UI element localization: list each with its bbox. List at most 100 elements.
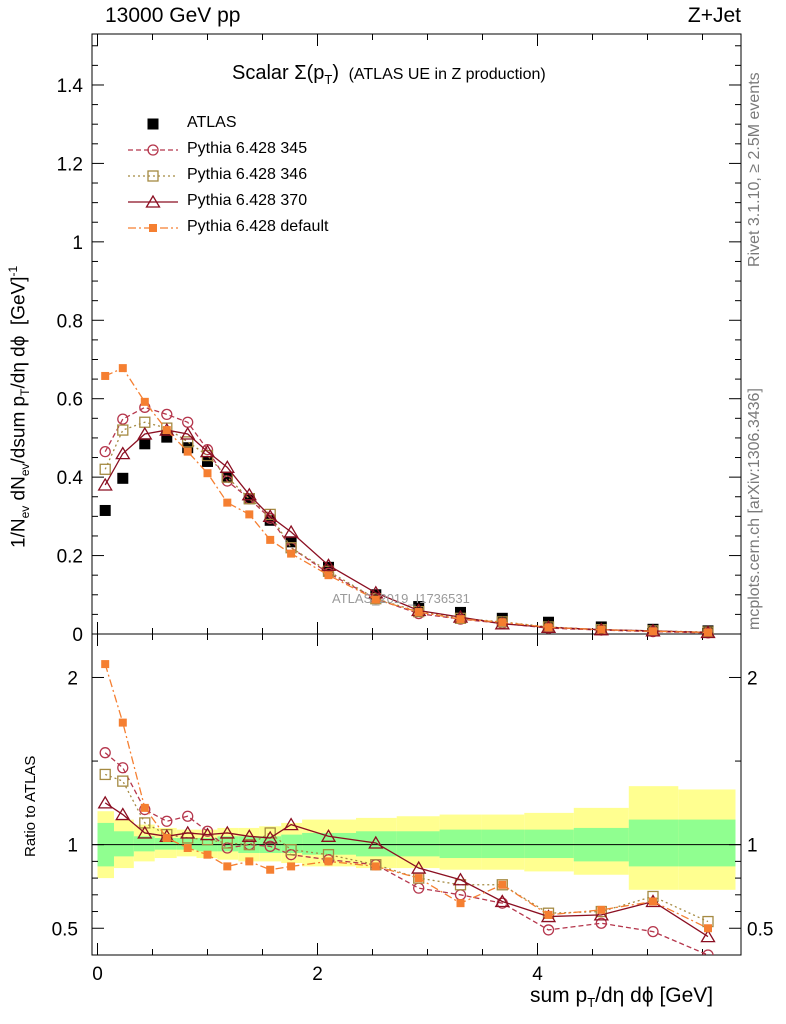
x-tick-label: 4 [532,964,543,985]
ratio-pythia-6-428-345-point [161,815,173,827]
ratio-pythia-6-428-default-point [704,924,712,933]
x-title-sub-t: T [587,995,596,1011]
ratio-band-green [678,819,736,867]
ratio-pythia-6-428-default-point [371,862,380,871]
main-pythia-6-428-370-point [320,558,337,572]
main-pythia-6-428-370-point [283,524,299,538]
legend-symbol [128,170,178,182]
ratio-pythia-6-428-default-point [183,844,192,852]
ratio-pythia-6-428-370-point [368,835,384,849]
ratio-y-tick-label: 0.5 [52,919,78,940]
ratio-pythia-6-428-default-point [456,899,465,908]
title-rest: (ATLAS UE in Z production) [348,66,546,83]
ratio-frame-border [91,633,742,956]
main-pythia-6-428-370-point [115,446,131,460]
main-pythia-6-428-default-point [203,469,212,478]
main-pythia-6-428-default-point [704,628,712,637]
ratio-pythia-6-428-default-point [597,905,606,914]
main-pythia-6-428-default-point [266,535,275,544]
ratio-band-green [114,831,134,857]
y-title-sub-ev: ev [18,505,33,519]
main-atlas-point [455,606,466,618]
main-pythia-6-428-default-point [183,447,192,456]
ratio-pythia-6-428-default-point [223,862,232,871]
ratio-pythia-6-428-370-point [115,807,131,821]
process-label: Z+Jet [687,4,741,27]
main-pythia-6-428-default-point [245,510,254,519]
main-y-tick-label: 0.2 [57,547,83,568]
ratio-y-tick-label: 2 [67,668,78,689]
ratio-pythia-6-428-346-point [243,839,255,851]
legend-label-370: Pythia 6.428 370 [187,192,308,209]
ratio-band-green [396,831,440,857]
ratio-pythia-6-428-default-point [324,857,333,866]
ratio-pythia-6-428-370-point [411,860,427,874]
legend-label-atlas: ATLAS [187,114,237,131]
main-y-tick-label: 0.6 [57,390,83,411]
ratio-band-green [439,829,482,859]
ratio-pythia-6-428-345-point [702,949,714,955]
title-sigma: Σ(p [294,62,325,84]
legend-symbol [128,194,178,208]
legend-marker [145,194,161,208]
legend-marker [147,170,159,182]
analysis-watermark: ATLAS_2019_I1736531 [332,591,470,606]
main-pythia-6-428-default-point [223,498,232,507]
title-scalar: Scalar [232,62,295,84]
ratio-pythia-6-428-370-point [593,907,609,921]
main-y-tick-label: 0 [72,625,83,646]
ratio-y-tick-label: 1 [67,836,78,857]
main-pythia-6-428-346-point [370,593,382,605]
title-sub-t: T [324,72,333,87]
ratio-pythia-6-428-default-group [101,660,712,933]
ratio-y-tick-label-right: 0.5 [747,919,773,940]
ratio-pythia-6-428-345-point [542,924,555,936]
legend-label-345: Pythia 6.428 345 [187,140,308,157]
main-atlas-point [139,438,151,450]
legend-marker [149,224,157,232]
main-pythia-6-428-346-point [99,463,111,475]
ratio-pythia-6-428-370-point [241,829,257,842]
y-title-exp: -1 [6,265,20,277]
main-atlas-point [264,514,276,526]
ratio-pythia-6-428-default-point [245,857,254,866]
ratio-pythia-6-428-default-point [203,850,212,859]
y-title-sub-t: T [18,388,33,396]
ratio-pythia-6-428-default-point [414,874,423,883]
ratio-pythia-6-428-370-point [494,894,510,908]
main-pythia-6-428-default-point [118,364,127,373]
main-atlas-point [323,561,334,573]
main-pythia-6-428-default-point [544,623,553,632]
ratio-pythia-6-428-370-point [97,795,113,809]
main-pythia-6-428-370-point [241,487,257,501]
x-title-prefix: sum p [530,984,588,1007]
main-y-tick-label: 0.4 [57,468,84,489]
y-title-end: /dη dϕ [GeV] [8,276,30,389]
main-atlas-point [243,493,255,505]
chart-title: Scalar Σ(pT) (ATLAS UE in Z production) [232,62,546,87]
legend-label-346: Pythia 6.428 346 [187,166,308,183]
legend-symbol [128,144,178,156]
ratio-pythia-6-428-370-point [137,825,153,839]
mcplots-label: mcplots.cern.ch [arXiv:1306.3436] [746,388,763,630]
legend-symbol [147,118,159,130]
main-pythia-6-428-default-point [140,397,149,406]
title-close: ) [332,62,340,84]
main-pythia-6-428-346-point [117,424,129,436]
main-pythia-6-428-370-point [262,509,278,523]
main-pythia-6-428-370-point [180,426,196,440]
main-pythia-6-428-default-point [597,625,606,634]
y-title-body: /dsum p [8,395,30,464]
main-y-axis-title: 1/Nev dNev/dsum pT/dη dϕ [GeV]-1 [6,266,32,548]
rivet-version-label: Rivet 3.1.10, ≥ 2.5M events [746,72,763,267]
ratio-band-green [154,837,177,850]
main-atlas-point [370,589,382,601]
ratio-y-axis-title: Ratio to ATLAS [22,755,39,857]
ratio-pythia-6-428-default-point [266,865,275,874]
ratio-pythia-6-428-370-point [452,872,469,886]
main-atlas-point [285,536,297,548]
x-tick-label: 2 [312,964,323,985]
main-pythia-6-428-370-point [219,460,235,473]
main-y-tick-label: 1.2 [57,154,83,175]
